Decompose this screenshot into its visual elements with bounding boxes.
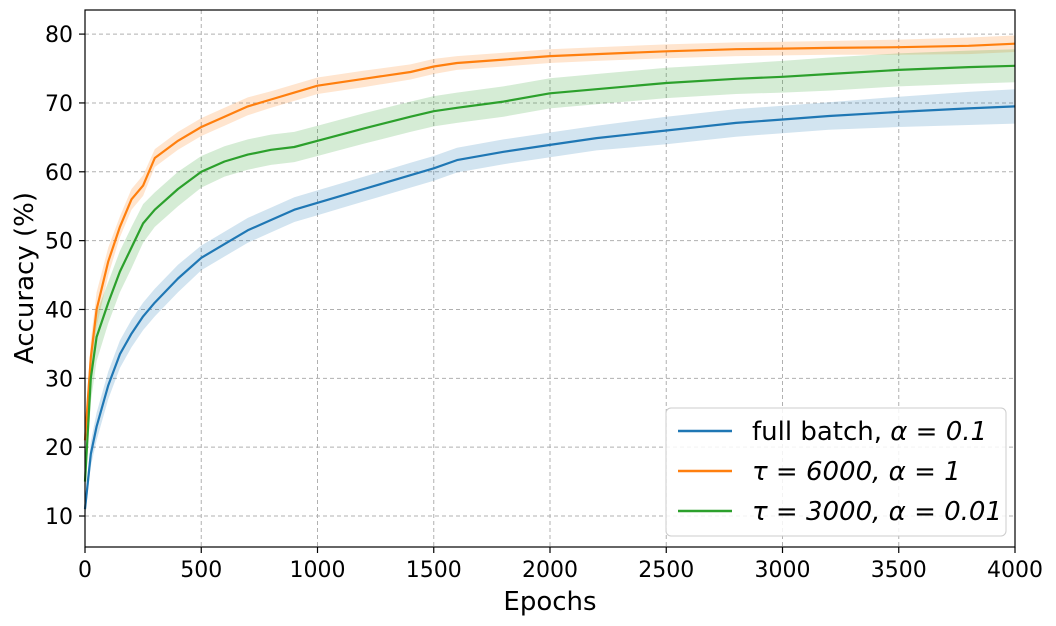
y-tick-label: 80 bbox=[45, 23, 73, 48]
axis-ticks: 0 500 1000 1500 2000 2500 3000 3500 4000 10 20 30 40… bbox=[45, 23, 1043, 583]
x-axis-label: Epochs bbox=[503, 587, 596, 617]
series-band-0 bbox=[85, 89, 1015, 518]
x-tick-label: 2500 bbox=[638, 558, 694, 583]
legend-math-part: α = 0.1 bbox=[890, 417, 987, 447]
y-tick-label: 60 bbox=[45, 161, 73, 186]
legend-math-part: τ = 3000, α = 0.01 bbox=[752, 497, 1002, 527]
legend-entry-1: τ = 6000, α = 1 bbox=[752, 457, 961, 487]
grid-lines bbox=[84, 10, 1016, 547]
y-tick-label: 50 bbox=[45, 230, 73, 255]
y-tick-label: 20 bbox=[45, 436, 73, 461]
legend-text-part: full batch, bbox=[752, 417, 890, 447]
y-tick-label: 40 bbox=[45, 298, 73, 323]
y-axis-label: Accuracy (%) bbox=[10, 192, 40, 364]
legend: full batch, α = 0.1 τ = 6000, α = 1 τ = 30… bbox=[665, 407, 1007, 537]
legend-box bbox=[665, 407, 1007, 537]
confidence-bands bbox=[85, 35, 1015, 518]
x-tick-label: 4000 bbox=[987, 558, 1043, 583]
x-tick-label: 1000 bbox=[290, 558, 346, 583]
legend-math-part: τ = 6000, α = 1 bbox=[752, 457, 961, 487]
y-tick-label: 30 bbox=[45, 367, 73, 392]
legend-entry-0: full batch, α = 0.1 bbox=[752, 417, 987, 447]
legend-entry-2: τ = 3000, α = 0.01 bbox=[752, 497, 1002, 527]
x-tick-label: 500 bbox=[180, 558, 222, 583]
x-tick-label: 2000 bbox=[522, 558, 578, 583]
y-tick-label: 70 bbox=[45, 92, 73, 117]
series-lines bbox=[83, 42, 1016, 510]
x-tick-label: 3500 bbox=[871, 558, 927, 583]
y-tick-label: 10 bbox=[45, 505, 73, 530]
x-tick-label: 1500 bbox=[406, 558, 462, 583]
series-line-0 bbox=[83, 105, 1016, 510]
series-line-1 bbox=[83, 42, 1016, 441]
x-tick-label: 3000 bbox=[755, 558, 811, 583]
x-tick-label: 0 bbox=[78, 558, 92, 583]
series-line-2 bbox=[83, 64, 1016, 482]
